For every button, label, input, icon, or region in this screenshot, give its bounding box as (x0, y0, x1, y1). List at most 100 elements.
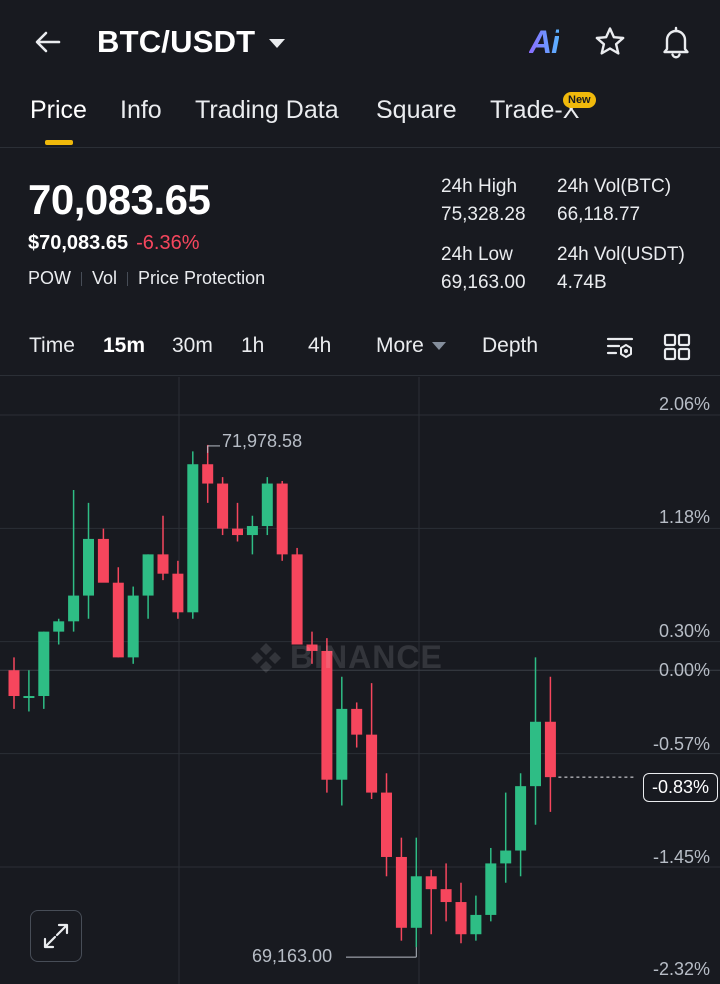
candle-body (381, 792, 392, 857)
tag-divider (127, 271, 129, 286)
notification-button[interactable] (656, 22, 696, 62)
stat-24h-high: 24h High 75,328.28 (441, 176, 526, 226)
pct-axis-label: -1.45% (652, 847, 710, 867)
stat-label: 24h High (441, 176, 518, 197)
tab-info[interactable]: Info (120, 96, 162, 124)
ai-button[interactable]: Ai (524, 22, 564, 62)
candlestick-chart[interactable]: BINANCE 2.06% 1.18% 0.30% 0.00% -0.57% -… (0, 377, 720, 984)
favorite-button[interactable] (590, 22, 630, 62)
tag-divider (81, 271, 82, 286)
candle-body (127, 595, 139, 658)
active-tab-indicator (45, 140, 73, 145)
candle-body (366, 734, 378, 793)
min-price-label: 69,163.00 (252, 946, 333, 966)
tab-square[interactable]: Square (376, 96, 457, 124)
interval-4h[interactable]: 4h (308, 334, 332, 357)
tab-bar: Price Info Trading Data Square Trade-X (0, 88, 720, 148)
tab-trading-data[interactable]: Trading Data (195, 96, 339, 124)
bell-icon (663, 26, 689, 59)
layout-grid-button[interactable] (660, 330, 694, 364)
candle-body (83, 538, 94, 596)
candle-body (276, 483, 288, 555)
stat-value: 69,163.00 (441, 272, 526, 293)
tag-price-protection[interactable]: Price Protection (138, 268, 266, 288)
fiat-price: $70,083.65 (28, 232, 129, 254)
tag-vol[interactable]: Vol (92, 268, 118, 288)
candle-body (202, 464, 214, 484)
candle-body (440, 889, 452, 903)
pct-axis-label: 1.18% (658, 507, 710, 527)
tab-price[interactable]: Price (30, 96, 87, 124)
top-icons: Ai (524, 22, 696, 62)
pair-title: BTC/USDT (97, 24, 256, 59)
price-summary: 70,083.65 $70,083.65 -6.36% POW Vol Price… (0, 150, 720, 310)
candle-body (395, 856, 407, 928)
candle-body (97, 538, 109, 583)
pct-axis-label: 0.00% (658, 660, 710, 680)
interval-bar: Time 15m 30m 1h 4h More Depth (0, 320, 720, 376)
watermark-text: BINANCE (290, 639, 443, 675)
new-badge: New (563, 92, 596, 108)
candle-body (8, 670, 20, 697)
candle-body (500, 850, 512, 864)
candle-body (53, 621, 65, 632)
pct-axis-label: -0.57% (652, 734, 710, 754)
interval-time[interactable]: Time (29, 334, 75, 357)
candle-body (38, 631, 50, 697)
depth-tab[interactable]: Depth (482, 334, 539, 357)
fullscreen-button[interactable] (30, 910, 82, 962)
pair-selector[interactable]: BTC/USDT (97, 22, 286, 62)
chart-settings-icon (606, 337, 634, 358)
binance-logo-icon (251, 642, 281, 673)
candle-body (455, 902, 467, 935)
top-bar: BTC/USDT Ai (0, 0, 720, 84)
candle-body (336, 708, 348, 780)
candle-body (246, 526, 258, 536)
candle-body (485, 863, 497, 915)
pct-axis-label: -2.32% (652, 959, 710, 979)
chevron-down-icon (269, 38, 286, 48)
candle-body (410, 876, 422, 928)
stat-value: 75,328.28 (441, 204, 526, 225)
stat-value: 66,118.77 (557, 204, 641, 225)
interval-30m[interactable]: 30m (172, 334, 213, 357)
candle-body (23, 696, 35, 699)
grid-icon (663, 333, 691, 361)
candle-body (217, 483, 229, 529)
candle-body (187, 464, 199, 613)
stat-24h-low: 24h Low 69,163.00 (441, 244, 526, 294)
candle-body (544, 721, 556, 778)
tag-pow[interactable]: POW (28, 268, 71, 288)
candle-body (232, 528, 243, 536)
max-price-label: 71,978.58 (222, 431, 303, 451)
star-icon (595, 27, 625, 55)
candle-body (112, 582, 124, 658)
candle-body (470, 914, 482, 935)
current-price-badge: -0.83% (642, 773, 718, 802)
last-price: 70,083.65 (28, 176, 211, 223)
candle-body (425, 876, 437, 890)
chart-settings-button[interactable] (603, 330, 637, 364)
stat-value: 4.74B (557, 272, 607, 293)
back-button[interactable] (28, 22, 68, 62)
candle-body (351, 708, 363, 735)
stat-24h-vol-usdt: 24h Vol(USDT) 4.74B (557, 244, 685, 294)
watermark: BINANCE (248, 639, 443, 676)
pct-axis-label: 0.30% (658, 621, 710, 641)
interval-more[interactable]: More (376, 334, 446, 358)
candle-body (321, 650, 333, 780)
caret-down-icon (431, 342, 446, 351)
interval-15m[interactable]: 15m (103, 334, 146, 357)
candle-body (68, 595, 80, 622)
candle-body (515, 786, 527, 851)
pct-axis-label: 2.06% (658, 394, 710, 414)
candle-body (142, 554, 154, 596)
chart-canvas (0, 377, 720, 984)
candle-body (291, 554, 303, 645)
stat-label: 24h Low (441, 244, 513, 265)
candle-body (261, 483, 273, 527)
more-label: More (376, 334, 424, 357)
expand-icon (43, 923, 69, 949)
interval-1h[interactable]: 1h (241, 334, 265, 357)
stat-label: 24h Vol(USDT) (557, 244, 685, 265)
